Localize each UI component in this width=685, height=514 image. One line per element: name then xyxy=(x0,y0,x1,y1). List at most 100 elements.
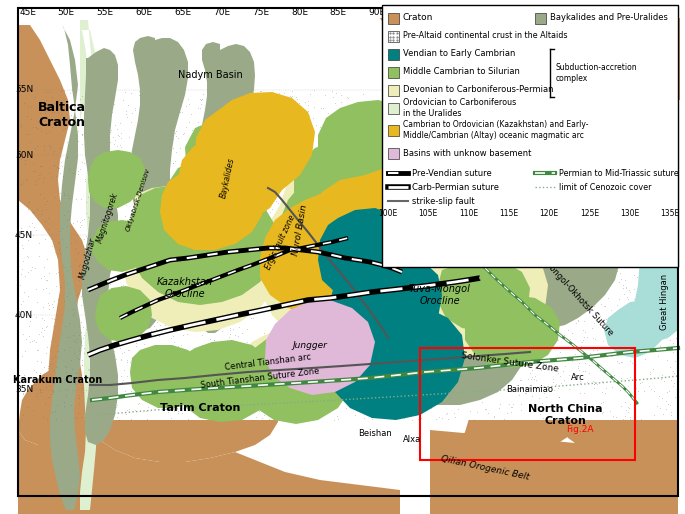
Point xyxy=(77,323,88,331)
Point xyxy=(153,115,164,123)
Point xyxy=(87,191,98,199)
Point xyxy=(59,397,70,406)
Point xyxy=(201,278,212,286)
Point xyxy=(489,98,500,106)
Point xyxy=(81,276,92,284)
Point xyxy=(664,401,675,410)
Point xyxy=(140,313,151,321)
Point xyxy=(455,127,466,136)
Point xyxy=(301,167,312,175)
Point xyxy=(412,322,423,331)
Point xyxy=(407,328,418,337)
Point xyxy=(116,319,127,327)
Point xyxy=(225,221,236,229)
Point xyxy=(51,377,62,385)
Point xyxy=(253,407,264,415)
Point xyxy=(63,289,74,298)
Point xyxy=(388,400,399,409)
Polygon shape xyxy=(175,340,275,422)
Point xyxy=(647,234,658,243)
Point xyxy=(393,208,404,216)
Point xyxy=(59,376,70,384)
Point xyxy=(599,302,610,310)
Point xyxy=(357,390,368,398)
Point xyxy=(160,255,171,264)
Point xyxy=(134,203,145,211)
Point xyxy=(208,384,219,393)
Point xyxy=(249,187,260,195)
Point xyxy=(71,335,82,343)
Point xyxy=(92,160,103,169)
Point xyxy=(338,336,349,344)
Point xyxy=(26,208,37,216)
Point xyxy=(197,279,208,287)
Point xyxy=(362,168,373,176)
Point xyxy=(509,139,520,147)
Point xyxy=(151,365,162,374)
Point xyxy=(303,144,314,153)
Point xyxy=(489,261,500,269)
Point xyxy=(225,330,236,338)
Point xyxy=(509,314,520,322)
Point xyxy=(64,214,75,223)
Point xyxy=(347,380,358,389)
Point xyxy=(398,400,409,408)
Point xyxy=(636,229,647,237)
Point xyxy=(42,362,53,370)
Point xyxy=(414,214,425,222)
Point xyxy=(332,412,342,420)
Point xyxy=(580,328,590,336)
Point xyxy=(585,350,596,358)
Point xyxy=(257,144,268,152)
Point xyxy=(340,247,351,255)
Point xyxy=(38,316,49,324)
Point xyxy=(96,270,107,278)
Point xyxy=(306,235,316,244)
Point xyxy=(456,314,467,322)
Point xyxy=(42,415,53,423)
Point xyxy=(17,390,28,398)
Point xyxy=(655,255,666,263)
Point xyxy=(357,400,368,408)
Point xyxy=(52,268,63,276)
Point xyxy=(632,303,643,311)
Point xyxy=(551,323,562,332)
Point xyxy=(245,226,256,234)
Point xyxy=(584,202,595,210)
Point xyxy=(437,413,448,421)
Point xyxy=(580,343,591,351)
Point xyxy=(446,183,457,192)
Point xyxy=(405,176,416,185)
Point xyxy=(80,414,91,422)
Point xyxy=(203,253,214,261)
Point xyxy=(627,108,638,116)
Point xyxy=(86,143,97,152)
Point xyxy=(573,105,584,113)
Point xyxy=(85,397,96,406)
Point xyxy=(306,215,317,224)
Point xyxy=(53,245,64,253)
Point xyxy=(308,314,319,322)
Point xyxy=(64,194,75,202)
Point xyxy=(18,178,29,186)
Point xyxy=(521,294,532,302)
Point xyxy=(48,366,59,374)
Point xyxy=(229,396,240,405)
Point xyxy=(130,230,141,238)
Point xyxy=(147,282,158,290)
Point xyxy=(129,223,140,231)
Point xyxy=(286,251,297,260)
Point xyxy=(201,303,212,311)
Point xyxy=(664,249,675,257)
Point xyxy=(16,300,27,308)
Point xyxy=(362,254,373,262)
Point xyxy=(18,88,29,96)
Point xyxy=(549,186,560,194)
Point xyxy=(93,241,104,249)
Point xyxy=(54,283,65,291)
Point xyxy=(251,108,262,116)
Point xyxy=(609,228,620,236)
Point xyxy=(471,131,482,139)
Point xyxy=(380,300,391,308)
Point xyxy=(603,320,614,328)
